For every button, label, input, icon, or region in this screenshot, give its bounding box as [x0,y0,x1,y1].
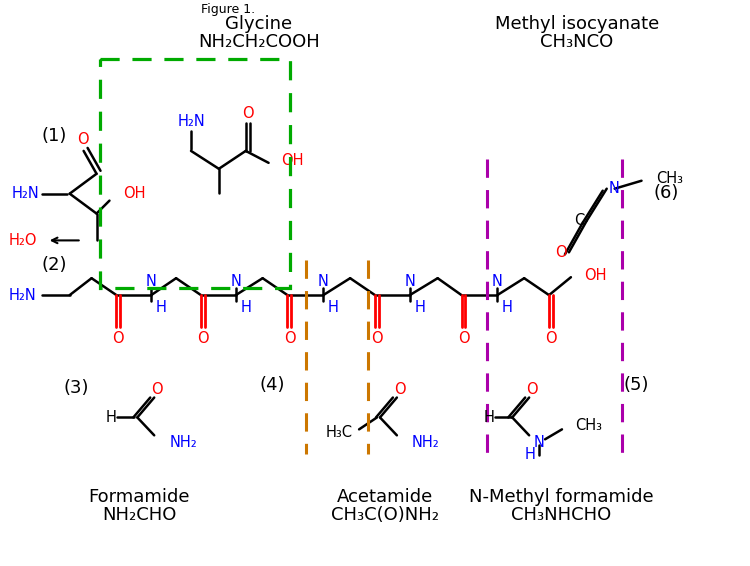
Text: H: H [484,410,495,425]
Text: CH₃NHCHO: CH₃NHCHO [511,506,611,524]
Text: H: H [414,299,425,315]
Text: OH: OH [584,268,606,282]
Text: (5): (5) [624,376,650,393]
Text: O: O [394,382,406,397]
Text: CH₃: CH₃ [575,418,602,433]
Text: H₂O: H₂O [8,233,37,248]
Text: N-Methyl formamide: N-Methyl formamide [469,488,653,506]
Text: O: O [555,245,567,260]
Text: O: O [458,331,470,346]
Text: N: N [146,274,157,289]
Text: Formamide: Formamide [88,488,190,506]
Text: (4): (4) [260,376,285,393]
Text: N: N [534,435,544,450]
Text: NH₂CHO: NH₂CHO [102,506,176,524]
Text: Acetamide: Acetamide [337,488,433,506]
Text: H: H [502,299,513,315]
Text: CH₃NCO: CH₃NCO [540,32,614,50]
Text: (2): (2) [41,256,67,275]
Text: N: N [404,274,416,289]
Text: Methyl isocyanate: Methyl isocyanate [495,15,659,33]
Text: N: N [318,274,328,289]
Text: O: O [284,331,296,346]
Text: NH₂: NH₂ [170,435,197,450]
Text: O: O [112,331,125,346]
Text: Figure 1.: Figure 1. [201,3,255,16]
Text: (3): (3) [64,379,89,397]
Text: NH₂: NH₂ [412,435,440,450]
Text: H: H [328,299,339,315]
Text: (6): (6) [654,184,679,201]
Text: O: O [197,331,208,346]
Text: O: O [371,331,382,346]
Text: N: N [230,274,242,289]
Text: H₃C: H₃C [326,425,353,440]
Text: H: H [106,410,117,425]
Text: H: H [156,299,166,315]
Text: H: H [525,447,536,462]
Text: H₂N: H₂N [12,186,40,201]
Text: N: N [609,181,619,196]
Text: OH: OH [124,186,146,201]
Text: OH: OH [281,153,304,168]
Text: O: O [76,132,88,148]
Text: H₂N: H₂N [9,288,37,303]
Text: CH₃C(O)NH₂: CH₃C(O)NH₂ [331,506,439,524]
Text: H₂N: H₂N [177,114,205,128]
Text: O: O [526,382,538,397]
Text: N: N [492,274,502,289]
Text: O: O [545,331,556,346]
Text: (1): (1) [41,127,67,145]
Text: O: O [152,382,163,397]
Text: C: C [574,213,584,228]
Text: CH₃: CH₃ [656,171,683,186]
Text: Glycine: Glycine [225,15,292,33]
Text: NH₂CH₂COOH: NH₂CH₂COOH [198,32,320,50]
Text: O: O [242,106,254,121]
Text: H: H [240,299,251,315]
